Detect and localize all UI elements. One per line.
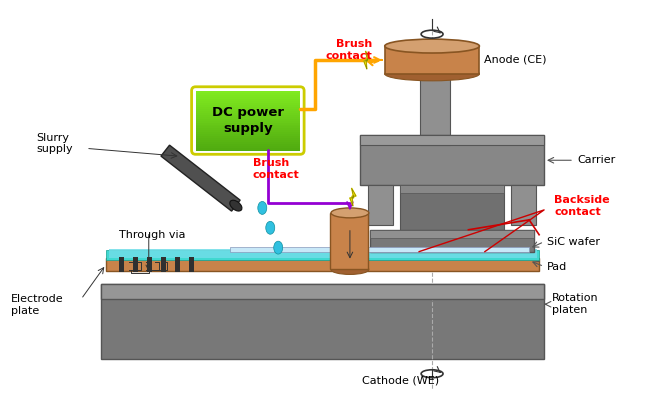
- Text: Backside
contact: Backside contact: [554, 195, 610, 217]
- Bar: [195, 144, 300, 147]
- Bar: [106, 257, 539, 272]
- Bar: [370, 230, 534, 238]
- Bar: [106, 250, 539, 259]
- Bar: [195, 129, 300, 131]
- Bar: [195, 110, 300, 113]
- Text: SiC wafer: SiC wafer: [547, 237, 600, 247]
- Text: Carrier: Carrier: [577, 155, 615, 165]
- Bar: [195, 130, 300, 133]
- Ellipse shape: [230, 200, 242, 211]
- Bar: [195, 127, 300, 129]
- Text: Through via: Through via: [119, 230, 185, 240]
- Bar: [195, 132, 300, 135]
- Bar: [368, 185, 393, 225]
- Text: Electrode
plate: Electrode plate: [11, 294, 64, 316]
- Bar: [400, 185, 504, 193]
- Polygon shape: [161, 145, 240, 211]
- Bar: [161, 257, 166, 272]
- Ellipse shape: [331, 208, 369, 218]
- Bar: [195, 103, 300, 105]
- Ellipse shape: [265, 221, 275, 234]
- Bar: [195, 101, 300, 103]
- Bar: [420, 136, 449, 145]
- Bar: [195, 93, 300, 95]
- Text: Cathode (WE): Cathode (WE): [362, 376, 440, 386]
- Bar: [195, 91, 300, 93]
- Bar: [195, 113, 300, 115]
- Bar: [195, 138, 300, 141]
- Bar: [101, 285, 544, 359]
- Bar: [195, 136, 300, 139]
- Ellipse shape: [274, 241, 283, 254]
- Bar: [195, 142, 300, 145]
- Text: Rotation
platen: Rotation platen: [552, 294, 598, 315]
- Bar: [133, 257, 138, 272]
- Bar: [195, 125, 300, 127]
- Bar: [400, 185, 504, 230]
- Bar: [195, 121, 300, 123]
- Bar: [195, 134, 300, 137]
- Bar: [195, 95, 300, 97]
- Bar: [195, 140, 300, 143]
- Bar: [420, 46, 449, 145]
- Polygon shape: [350, 188, 356, 206]
- Bar: [360, 136, 544, 185]
- Bar: [195, 105, 300, 107]
- Text: Pad: Pad: [547, 261, 567, 272]
- Bar: [195, 107, 300, 109]
- Bar: [195, 146, 300, 149]
- Bar: [195, 108, 300, 111]
- Ellipse shape: [258, 202, 267, 214]
- Text: Slurry
supply: Slurry supply: [36, 132, 73, 154]
- Text: Brush
contact: Brush contact: [325, 39, 372, 61]
- Text: DC power
supply: DC power supply: [212, 106, 284, 135]
- Bar: [195, 117, 300, 119]
- Bar: [370, 230, 534, 252]
- Bar: [147, 257, 152, 272]
- Bar: [195, 148, 300, 151]
- Bar: [385, 46, 479, 74]
- Bar: [195, 119, 300, 121]
- Bar: [195, 123, 300, 125]
- Bar: [119, 257, 124, 272]
- Bar: [511, 185, 536, 225]
- Bar: [230, 247, 529, 252]
- Bar: [195, 97, 300, 99]
- Ellipse shape: [385, 39, 479, 53]
- Bar: [330, 213, 368, 270]
- Text: Brush
contact: Brush contact: [253, 158, 300, 180]
- Polygon shape: [363, 51, 370, 69]
- Bar: [195, 99, 300, 101]
- Ellipse shape: [331, 264, 369, 274]
- Ellipse shape: [385, 67, 479, 81]
- Bar: [360, 136, 544, 145]
- Bar: [101, 285, 544, 299]
- Text: Anode (CE): Anode (CE): [485, 55, 547, 65]
- Bar: [175, 257, 179, 272]
- Bar: [195, 115, 300, 117]
- Bar: [109, 249, 537, 257]
- Bar: [189, 257, 193, 272]
